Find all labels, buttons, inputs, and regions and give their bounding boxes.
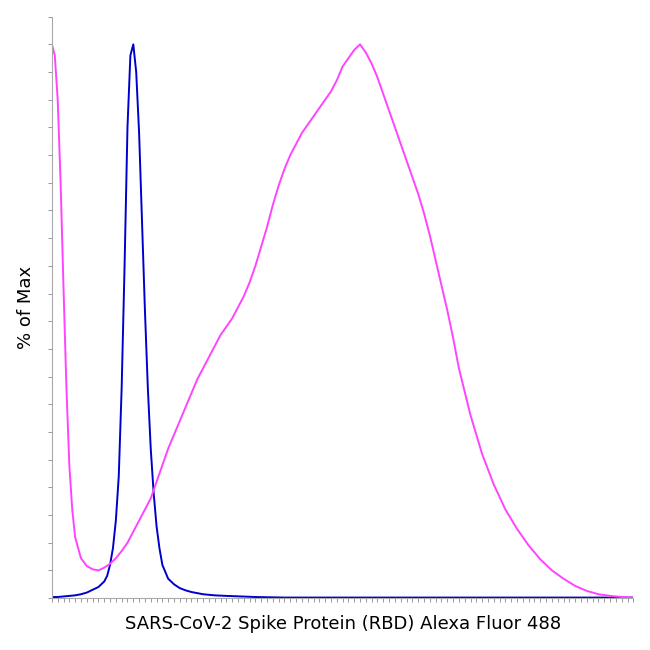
Y-axis label: % of Max: % of Max [17,266,34,349]
X-axis label: SARS-CoV-2 Spike Protein (RBD) Alexa Fluor 488: SARS-CoV-2 Spike Protein (RBD) Alexa Flu… [125,616,561,633]
